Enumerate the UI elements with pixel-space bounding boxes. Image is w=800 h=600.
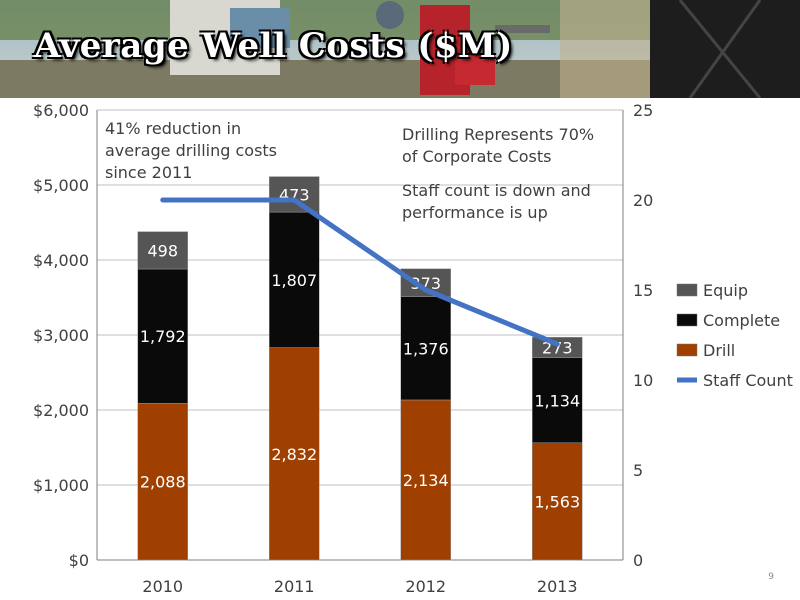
annotation-reduction: average drilling costs: [105, 141, 277, 160]
legend-label: Complete: [703, 311, 780, 330]
legend-label: Equip: [703, 281, 748, 300]
legend-swatch-drill: [676, 343, 698, 357]
data-label: 1,563: [534, 492, 580, 511]
bar-drill-2010: [137, 403, 188, 561]
bar-drill-2013: [532, 442, 583, 561]
annotation-reduction: 41% reduction in: [105, 119, 241, 138]
data-label: 2,134: [403, 471, 449, 490]
legend-label: Staff Count: [703, 371, 793, 390]
data-label: 2,832: [271, 445, 317, 464]
legend-swatch-equip: [676, 283, 698, 297]
bar-complete-2012: [400, 296, 451, 401]
x-tick-label: 2013: [537, 577, 578, 596]
data-label: 498: [147, 241, 178, 260]
y-right-tick-label: 20: [633, 191, 653, 210]
slide-title: Average Well Costs ($M): [34, 26, 513, 66]
data-label: 1,134: [534, 391, 580, 410]
bar-equip-2010: [137, 231, 188, 270]
y-right-tick-label: 15: [633, 281, 653, 300]
bar-complete-2013: [532, 357, 583, 444]
x-tick-label: 2012: [405, 577, 446, 596]
annotation-drilling: of Corporate Costs: [402, 147, 551, 166]
y-left-tick-label: $3,000: [33, 326, 89, 345]
header-banner: Average Well Costs ($M): [0, 0, 800, 98]
x-tick-label: 2010: [142, 577, 183, 596]
data-label: 1,376: [403, 339, 449, 358]
y-right-tick-label: 0: [633, 551, 643, 570]
y-left-tick-label: $2,000: [33, 401, 89, 420]
data-label: 1,792: [140, 327, 186, 346]
x-tick-label: 2011: [274, 577, 315, 596]
bar-complete-2010: [137, 268, 188, 404]
bar-complete-2011: [269, 211, 320, 348]
staff-count-line: [160, 197, 560, 347]
wellsite-photo: [0, 0, 800, 98]
y-left-tick-label: $0: [69, 551, 89, 570]
y-left-tick-label: $1,000: [33, 476, 89, 495]
data-label: 2,088: [140, 473, 186, 492]
y-right-tick-label: 10: [633, 371, 653, 390]
legend-swatch-complete: [676, 313, 698, 327]
y-right-tick-label: 5: [633, 461, 643, 480]
bar-drill-2012: [400, 399, 451, 561]
page-number: 9: [768, 572, 774, 582]
legend-label: Drill: [703, 341, 735, 360]
annotation-reduction: since 2011: [105, 163, 192, 182]
bar-equip-2011: [269, 176, 320, 213]
data-label: 373: [410, 274, 441, 293]
y-left-tick-label: $5,000: [33, 176, 89, 195]
annotation-staff: performance is up: [402, 203, 548, 222]
y-right-tick-label: 25: [633, 101, 653, 120]
bar-equip-2013: [532, 337, 583, 358]
annotation-drilling: Drilling Represents 70%: [402, 125, 594, 144]
data-label: 1,807: [271, 271, 317, 290]
bar-drill-2011: [269, 347, 320, 561]
y-left-tick-label: $6,000: [33, 101, 89, 120]
annotation-staff: Staff count is down and: [402, 181, 591, 200]
y-left-tick-label: $4,000: [33, 251, 89, 270]
